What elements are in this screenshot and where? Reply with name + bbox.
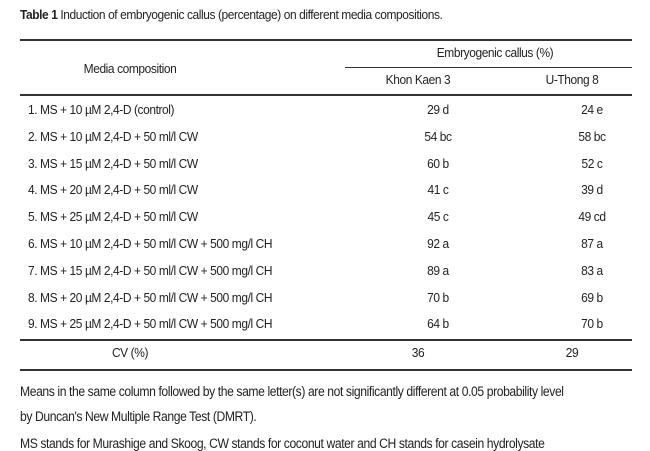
khon-kaen-3-cell: 54 bc [424, 128, 452, 144]
table-row: 5. MS + 25 µM 2,4-D + 50 ml/l CW 45 c 49… [20, 205, 632, 231]
u-thong-8-cell: 83 a [581, 262, 603, 278]
u-thong-8-cell: 70 b [581, 316, 603, 332]
footnote-3: MS stands for Murashige and Skoog, CW st… [20, 436, 545, 451]
khon-kaen-3-cell: 89 a [427, 262, 449, 278]
media-cell: 3. MS + 15 µM 2,4-D + 50 ml/l CW [28, 155, 198, 171]
header-media-composition: Media composition [83, 61, 177, 76]
table-caption: Table 1 Induction of embryogenic callus … [20, 7, 443, 22]
footnote-1: Means in the same column followed by the… [20, 384, 564, 399]
table-row: 6. MS + 10 µM 2,4-D + 50 ml/l CW + 500 m… [20, 232, 632, 258]
group-rule [345, 67, 632, 68]
table-row: 1. MS + 10 µM 2,4-D (control) 29 d 24 e [20, 98, 632, 124]
khon-kaen-3-cell: 64 b [427, 316, 449, 332]
table-row: 2. MS + 10 µM 2,4-D + 50 ml/l CW 54 bc 5… [20, 125, 632, 151]
header-khon-kaen-3: Khon Kaen 3 [385, 72, 451, 87]
header-u-thong-8: U-Thong 8 [545, 72, 599, 87]
u-thong-8-cell: 52 c [581, 155, 603, 171]
top-rule [20, 39, 632, 41]
u-thong-8-cell: 39 d [581, 182, 603, 198]
u-thong-8-cell: 24 e [581, 102, 603, 117]
khon-kaen-3-cell: 45 c [427, 209, 449, 225]
bottom-rule [20, 369, 632, 371]
khon-kaen-3-cell: 60 b [427, 155, 449, 171]
table-row: 7. MS + 15 µM 2,4-D + 50 ml/l CW + 500 m… [20, 259, 632, 285]
cv-label: CV (%) [111, 345, 149, 360]
caption-text: Induction of embryogenic callus (percent… [57, 7, 443, 22]
table-row: 8. MS + 20 µM 2,4-D + 50 ml/l CW + 500 m… [20, 286, 632, 312]
header-embryogenic-callus: Embryogenic callus (%) [436, 45, 554, 60]
u-thong-8-cell: 58 bc [578, 128, 606, 144]
media-cell: 4. MS + 20 µM 2,4-D + 50 ml/l CW [28, 182, 198, 198]
u-thong-8-cell: 87 a [581, 236, 603, 251]
khon-kaen-3-cell: 70 b [427, 289, 449, 305]
khon-kaen-3-cell: 41 c [427, 182, 449, 198]
media-cell: 5. MS + 25 µM 2,4-D + 50 ml/l CW [28, 209, 198, 225]
header-rule [20, 94, 632, 96]
table-row: 3. MS + 15 µM 2,4-D + 50 ml/l CW 60 b 52… [20, 152, 632, 178]
media-cell: 6. MS + 10 µM 2,4-D + 50 ml/l CW + 500 m… [28, 236, 273, 251]
media-cell: 9. MS + 25 µM 2,4-D + 50 ml/l CW + 500 m… [28, 316, 273, 332]
cv-khon-kaen-3: 36 [411, 345, 425, 360]
table-row: 9. MS + 25 µM 2,4-D + 50 ml/l CW + 500 m… [20, 312, 632, 338]
media-cell: 7. MS + 15 µM 2,4-D + 50 ml/l CW + 500 m… [28, 262, 273, 278]
footnote-2: by Duncan's New Multiple Range Test (DMR… [20, 409, 257, 424]
u-thong-8-cell: 49 cd [578, 209, 606, 225]
khon-kaen-3-cell: 29 d [427, 102, 449, 117]
table-row: 4. MS + 20 µM 2,4-D + 50 ml/l CW 41 c 39… [20, 178, 632, 204]
table-label: Table 1 [20, 7, 58, 22]
media-cell: 8. MS + 20 µM 2,4-D + 50 ml/l CW + 500 m… [28, 289, 273, 305]
media-cell: 1. MS + 10 µM 2,4-D (control) [28, 102, 175, 117]
khon-kaen-3-cell: 92 a [427, 236, 449, 251]
cv-u-thong-8: 29 [565, 345, 579, 360]
u-thong-8-cell: 69 b [581, 289, 603, 305]
cv-rule [20, 339, 632, 341]
media-cell: 2. MS + 10 µM 2,4-D + 50 ml/l CW [28, 128, 198, 144]
